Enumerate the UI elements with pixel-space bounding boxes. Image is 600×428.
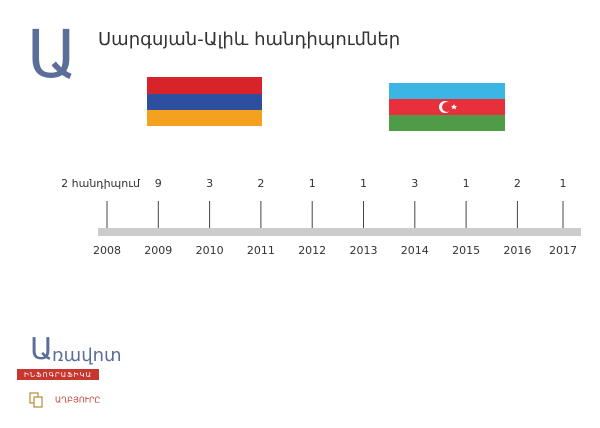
year-label: 2011	[247, 244, 275, 257]
year-label: 2015	[452, 244, 480, 257]
timeline-bar	[98, 228, 581, 236]
logo-letter: Ա	[27, 19, 78, 92]
meeting-count: 2	[257, 177, 264, 190]
chart-title: Սարգսյան-Ալիև հանդիպումներ	[98, 29, 400, 50]
logo-sub-box	[17, 369, 99, 380]
year-label: 2012	[298, 244, 326, 257]
logo-name: ռավոտ	[52, 345, 122, 366]
meeting-count: 1	[309, 177, 316, 190]
year-label: 2008	[93, 244, 121, 257]
meeting-count: 2	[514, 177, 521, 190]
year-label: 2017	[549, 244, 577, 257]
source-icon	[29, 392, 43, 408]
meeting-count: 2 հանդիպում	[61, 177, 141, 190]
logo-small-letter: Ա	[30, 333, 53, 366]
logo-sub: ԻՆՖՈԳՐԱՖԻԿԱ	[24, 371, 92, 379]
source-label: ԱՂԲՅՈՒՐԸ	[55, 396, 101, 405]
azerbaijan-flag	[389, 83, 505, 131]
year-label: 2010	[196, 244, 224, 257]
year-label: 2014	[401, 244, 429, 257]
year-label: 2009	[144, 244, 172, 257]
year-label: 2013	[350, 244, 378, 257]
meeting-count: 3	[411, 177, 418, 190]
year-label: 2016	[503, 244, 531, 257]
meeting-count: 1	[560, 177, 567, 190]
armenia-flag	[147, 77, 262, 126]
meeting-count: 1	[360, 177, 367, 190]
meeting-count: 1	[463, 177, 470, 190]
meeting-count: 3	[206, 177, 213, 190]
meeting-count: 9	[155, 177, 162, 190]
